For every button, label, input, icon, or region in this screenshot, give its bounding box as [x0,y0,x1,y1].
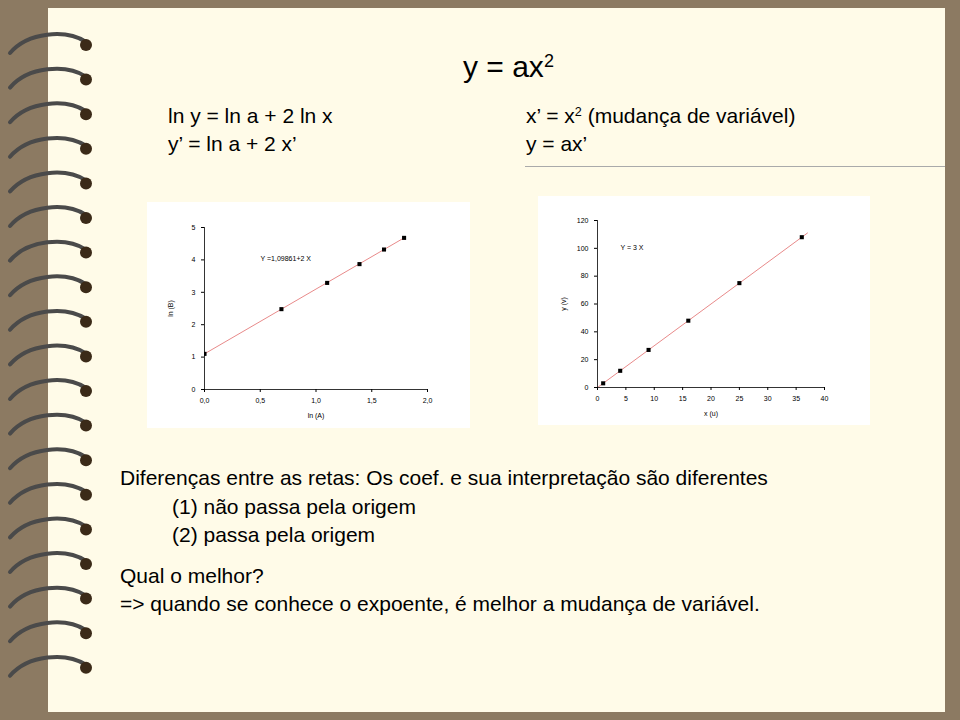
html-text:(2) passa pela origem: (2) passa pela origem [172,523,376,546]
svg-text:ln (A): ln (A) [308,412,325,420]
svg-text:30: 30 [764,395,772,402]
svg-text:10: 10 [650,395,658,402]
svg-text:60: 60 [581,300,589,307]
svg-text:25: 25 [735,395,743,402]
svg-text:0,5: 0,5 [255,397,265,404]
svg-text:1: 1 [192,353,196,360]
html-text:x’ = x2(mudança de variável): x’ = x2(mudança de variável) [526,104,796,127]
svg-text:15: 15 [679,395,687,402]
html-text:y = ax2: y = ax2 [463,50,554,83]
svg-text:100: 100 [577,245,589,252]
svg-text:1,5: 1,5 [367,397,377,404]
svg-text:0,0: 0,0 [200,397,210,404]
html-text:ln y = ln a + 2 ln x: ln y = ln a + 2 ln x [168,104,333,127]
svg-text:0: 0 [192,386,196,393]
svg-text:1,0: 1,0 [311,397,321,404]
svg-text:40: 40 [821,395,829,402]
html-text:Diferenças entre as retas: Os: Diferenças entre as retas: Os coef. e su… [120,466,768,489]
svg-text:2: 2 [192,321,196,328]
svg-text:2,0: 2,0 [423,397,433,404]
svg-text:5: 5 [192,224,196,231]
html-text:Qual o melhor?: Qual o melhor? [120,564,264,587]
html-text:y’ = ln a + 2 x’: y’ = ln a + 2 x’ [168,132,297,155]
svg-text:3: 3 [192,289,196,296]
html-text:y = ax’: y = ax’ [526,132,588,155]
svg-text:35: 35 [792,395,800,402]
html-text:=> quando se conhece o expoent: => quando se conhece o expoente, é melho… [120,592,760,615]
svg-text:20: 20 [707,395,715,402]
svg-text:0: 0 [596,395,600,402]
svg-text:40: 40 [581,328,589,335]
svg-text:Y = 3 X: Y = 3 X [621,244,644,251]
svg-text:Y =1,09861+2 X: Y =1,09861+2 X [261,255,312,262]
html-text:(1) não passa pela origem: (1) não passa pela origem [172,495,416,518]
svg-text:x (u): x (u) [704,410,718,418]
svg-text:20: 20 [581,356,589,363]
svg-text:0: 0 [585,384,589,391]
svg-text:4: 4 [192,256,196,263]
svg-text:y (v): y (v) [560,297,568,311]
svg-text:80: 80 [581,272,589,279]
svg-text:120: 120 [577,217,589,224]
svg-text:5: 5 [624,395,628,402]
svg-text:ln (B): ln (B) [167,300,175,317]
